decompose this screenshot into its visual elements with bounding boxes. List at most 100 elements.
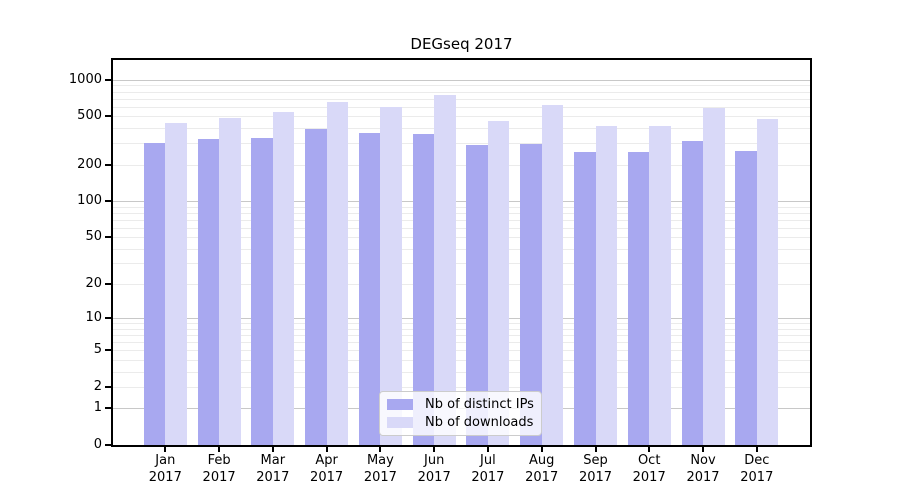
bar-apr-downloads xyxy=(326,101,349,445)
gridline-minor xyxy=(113,212,810,214)
legend-item-downloads: Nb of downloads xyxy=(387,414,535,433)
gridline-major xyxy=(113,201,810,202)
y-tick xyxy=(105,163,111,166)
x-tick-label-month: Sep xyxy=(583,453,608,468)
bar-dec-distinct-ips xyxy=(735,151,757,445)
gridline-minor xyxy=(113,219,810,221)
bar-sep-distinct-ips xyxy=(574,152,596,445)
bar-aug-distinct-ips xyxy=(520,144,542,445)
y-tick xyxy=(105,200,111,202)
x-tick-label-month: Jun xyxy=(424,453,445,468)
x-tick-label-year: 2017 xyxy=(578,470,613,485)
legend: Nb of distinct IPs Nb of downloads xyxy=(379,391,542,436)
x-tick-label-year: 2017 xyxy=(148,470,182,485)
x-tick xyxy=(325,447,328,452)
gridline-minor xyxy=(113,206,810,208)
gridline-major xyxy=(113,318,810,320)
bar-may-downloads xyxy=(380,107,402,445)
y-tick xyxy=(105,236,111,239)
x-tick-label-year: 2017 xyxy=(202,470,236,485)
bar-jun-distinct-ips xyxy=(412,133,435,445)
x-tick xyxy=(755,447,758,452)
bar-nov-distinct-ips xyxy=(681,141,703,445)
bar-sep-downloads xyxy=(595,126,617,445)
bar-mar-downloads xyxy=(272,111,295,445)
x-tick-label-month: Jul xyxy=(480,453,496,468)
gridline-minor xyxy=(113,164,810,166)
gridline-minor xyxy=(113,371,810,373)
y-tick xyxy=(105,283,111,285)
bar-jul-distinct-ips xyxy=(466,145,488,445)
y-tick-label: 1000 xyxy=(68,71,102,87)
bar-mar-distinct-ips xyxy=(251,137,273,445)
y-tick-label: 500 xyxy=(77,108,102,124)
y-tick xyxy=(105,385,111,388)
plot-area xyxy=(111,58,812,447)
x-tick-label-month: May xyxy=(366,453,394,468)
x-tick-label-year: 2017 xyxy=(525,470,559,485)
x-tick-label-month: Nov xyxy=(690,453,716,468)
gridline-minor xyxy=(113,284,810,285)
x-tick-label-month: Mar xyxy=(260,453,286,468)
y-tick xyxy=(105,115,111,118)
y-tick-label: 10 xyxy=(85,310,102,326)
x-tick-label-month: Aug xyxy=(528,453,555,468)
gridline-minor xyxy=(113,98,810,100)
y-tick xyxy=(105,78,111,81)
bar-apr-distinct-ips xyxy=(305,128,327,445)
bar-nov-downloads xyxy=(703,107,725,445)
x-tick xyxy=(594,447,597,452)
x-tick xyxy=(648,447,651,452)
gridline-minor xyxy=(113,85,810,87)
x-tick-label-month: Feb xyxy=(207,453,231,468)
bar-oct-downloads xyxy=(649,125,671,445)
x-tick-label-year: 2017 xyxy=(256,470,290,485)
gridline-minor xyxy=(113,143,810,145)
y-tick xyxy=(105,349,111,352)
gridline-minor xyxy=(113,350,810,352)
x-tick-label-month: Dec xyxy=(744,453,770,468)
legend-label-distinct-ips: Nb of distinct IPs xyxy=(425,396,534,412)
y-tick xyxy=(105,444,111,446)
bar-aug-downloads xyxy=(541,105,564,445)
bar-jan-distinct-ips xyxy=(143,143,166,445)
gridline-minor xyxy=(113,323,810,325)
x-tick xyxy=(540,447,543,452)
bar-feb-distinct-ips xyxy=(197,139,220,445)
gridline-minor xyxy=(113,248,810,250)
y-tick-label: 100 xyxy=(77,193,102,208)
x-tick-label-year: 2017 xyxy=(310,470,344,485)
x-tick xyxy=(702,447,704,452)
y-tick-label: 200 xyxy=(77,156,102,172)
legend-swatch-downloads xyxy=(387,417,413,429)
bar-jan-downloads xyxy=(165,123,187,445)
y-tick-label: 1 xyxy=(93,400,102,416)
bar-dec-downloads xyxy=(756,119,779,445)
x-tick xyxy=(379,447,382,452)
y-tick xyxy=(105,317,111,320)
gridline-minor xyxy=(113,328,810,330)
x-tick-label-month: Apr xyxy=(315,453,338,468)
x-tick-label-month: Jan xyxy=(155,453,176,468)
x-tick-label-year: 2017 xyxy=(417,470,451,485)
bar-jul-downloads xyxy=(487,120,510,445)
y-tick-label: 20 xyxy=(85,276,102,291)
gridline-minor xyxy=(113,386,810,388)
legend-swatch-distinct-ips xyxy=(387,398,413,410)
bar-feb-downloads xyxy=(219,117,241,445)
y-tick-label: 0 xyxy=(93,437,102,452)
x-tick-label-year: 2017 xyxy=(686,470,720,485)
gridline-minor xyxy=(113,335,810,336)
x-tick xyxy=(164,447,167,452)
x-tick xyxy=(433,447,436,452)
y-tick-label: 5 xyxy=(93,342,102,358)
gridline-minor xyxy=(113,91,810,93)
gridline-minor xyxy=(113,359,810,361)
gridline-minor xyxy=(113,106,810,108)
gridline-major xyxy=(113,79,810,81)
legend-label-downloads: Nb of downloads xyxy=(425,415,534,431)
gridline-minor xyxy=(113,116,810,118)
x-tick xyxy=(271,447,274,452)
bar-may-distinct-ips xyxy=(358,132,381,445)
